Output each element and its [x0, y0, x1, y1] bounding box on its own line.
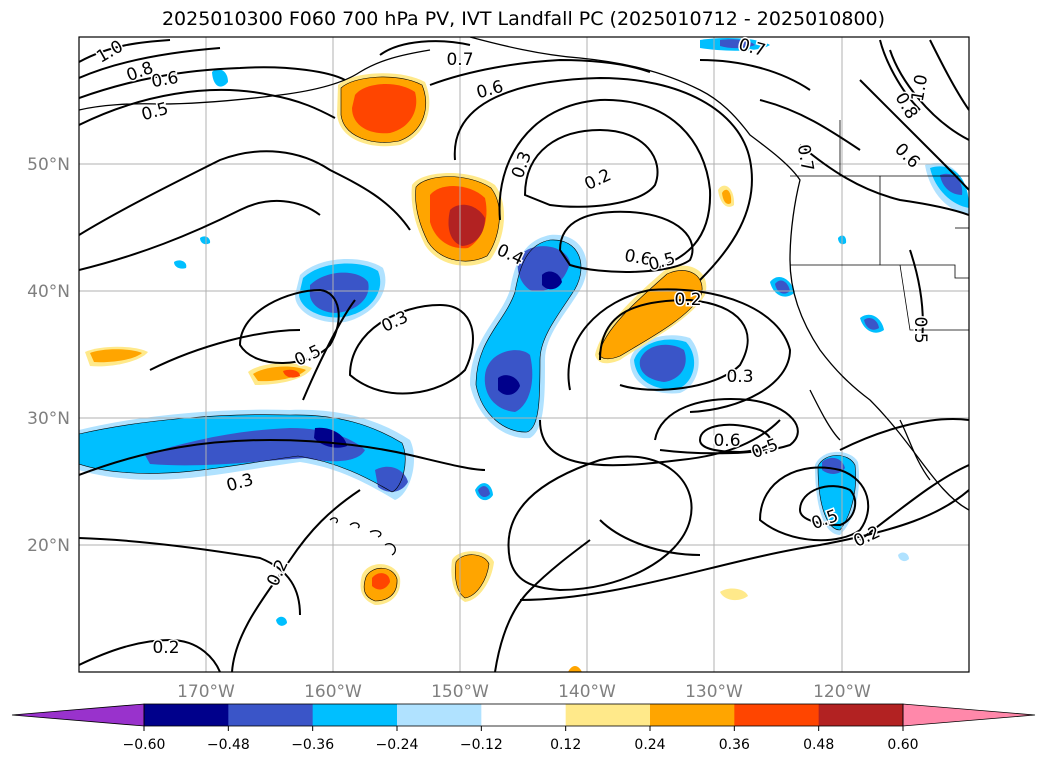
colorbar-over-arrow [903, 704, 1035, 726]
lon-tick: 160°W [304, 682, 362, 702]
colorbar-tick-label: −0.24 [376, 737, 419, 753]
lon-tick: 120°W [813, 682, 871, 702]
contour-label: 0.6 [713, 431, 740, 451]
lon-ticks: 170°W 160°W 150°W 140°W 130°W 120°W [177, 682, 871, 702]
contour-label: 0.2 [674, 290, 701, 310]
lat-tick: 30°N [27, 409, 70, 429]
lat-tick: 20°N [27, 536, 70, 556]
colorbar-cell [228, 704, 314, 726]
colorbar-tick-label: 0.12 [550, 737, 581, 753]
lat-tick: 40°N [27, 282, 70, 302]
colorbar-cell [397, 704, 482, 726]
ivt-contours [79, 39, 969, 672]
pv-shading [79, 37, 969, 672]
colorbar: −0.60 −0.48 −0.36 −0.24 −0.12 0.12 0.24 0.36 0.4… [11, 703, 1036, 753]
colorbar-tick-label: 0.48 [803, 737, 834, 753]
lon-tick: 130°W [685, 682, 743, 702]
colorbar-tick-label: 0.60 [887, 737, 918, 753]
lat-tick: 50°N [27, 155, 70, 175]
lat-ticks: 20°N 30°N 40°N 50°N [27, 155, 70, 556]
colorbar-under-arrow [12, 704, 144, 726]
colorbar-cell [734, 704, 820, 726]
contour-label: 0.5 [910, 316, 930, 343]
map-title: 2025010300 F060 700 hPa PV, IVT Landfall… [161, 8, 886, 30]
coastlines [79, 37, 969, 556]
colorbar-cell [650, 704, 735, 726]
colorbar-cell [144, 704, 229, 726]
contour-label: 1.0 [908, 73, 932, 103]
colorbar-tick-label: −0.36 [291, 737, 334, 753]
contour-label: 0.3 [726, 367, 753, 387]
contour-label: 0.2 [152, 638, 179, 658]
colorbar-cell [481, 704, 567, 726]
borders [790, 120, 969, 331]
colorbar-tick-label: 0.24 [634, 737, 665, 753]
map-frame [78, 36, 970, 673]
colorbar-cell [312, 704, 398, 726]
colorbar-tick-label: −0.12 [460, 737, 503, 753]
colorbar-tick-label: −0.60 [123, 737, 166, 753]
contour-label: 0.7 [446, 50, 473, 70]
colorbar-tick-label: −0.48 [207, 737, 250, 753]
contour-label: 0.6 [623, 246, 653, 270]
lon-tick: 140°W [558, 682, 616, 702]
colorbar-tick-label: 0.36 [719, 737, 750, 753]
lon-tick: 150°W [431, 682, 489, 702]
gridlines [79, 37, 969, 672]
lon-tick: 170°W [177, 682, 235, 702]
colorbar-cell [565, 704, 651, 726]
colorbar-cell [818, 704, 904, 726]
